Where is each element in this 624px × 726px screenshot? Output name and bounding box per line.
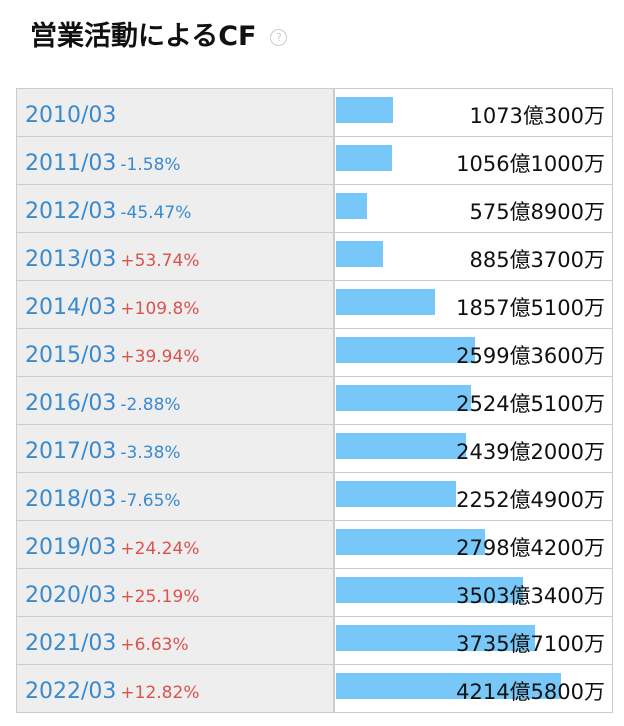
bar bbox=[336, 337, 475, 363]
change: +39.94% bbox=[120, 347, 200, 367]
change: -7.65% bbox=[120, 491, 181, 511]
help-icon[interactable]: ? bbox=[270, 29, 288, 46]
bar bbox=[336, 529, 486, 555]
bar bbox=[336, 385, 471, 411]
value-label: 3735億7100万 bbox=[456, 632, 605, 656]
row: 2017/03 -3.38% 2439億2000万 bbox=[17, 425, 613, 473]
value-label: 1073億300万 bbox=[469, 104, 605, 128]
bar bbox=[336, 625, 536, 651]
title-text: 営業活動によるCF bbox=[30, 21, 257, 52]
period-cell: 2017/03 -3.38% bbox=[17, 425, 335, 472]
period: 2017/03 bbox=[25, 439, 117, 464]
value-cell: 1056億1000万 bbox=[335, 137, 613, 184]
value-label: 3503億3400万 bbox=[456, 584, 605, 608]
value-cell: 3735億7100万 bbox=[335, 617, 613, 664]
period-cell: 2015/03 +39.94% bbox=[17, 329, 335, 376]
value-label: 575億8900万 bbox=[469, 200, 605, 224]
bar bbox=[336, 241, 384, 267]
row: 2021/03 +6.63% 3735億7100万 bbox=[17, 617, 613, 665]
row: 2012/03 -45.47% 575億8900万 bbox=[17, 185, 613, 233]
bar bbox=[336, 481, 457, 507]
period-cell: 2018/03 -7.65% bbox=[17, 473, 335, 520]
row: 2015/03 +39.94% 2599億3600万 bbox=[17, 329, 613, 377]
value-label: 2798億4200万 bbox=[456, 536, 605, 560]
period: 2012/03 bbox=[25, 199, 117, 224]
period-cell: 2010/03 bbox=[17, 89, 335, 136]
value-label: 885億3700万 bbox=[469, 248, 605, 272]
change: -3.38% bbox=[120, 443, 181, 463]
period: 2018/03 bbox=[25, 487, 117, 512]
value-label: 2439億2000万 bbox=[456, 440, 605, 464]
value-cell: 4214億5800万 bbox=[335, 665, 613, 712]
period-cell: 2014/03 +109.8% bbox=[17, 281, 335, 328]
change: -45.47% bbox=[120, 203, 192, 223]
period: 2013/03 bbox=[25, 247, 117, 272]
period: 2020/03 bbox=[25, 583, 117, 608]
bar bbox=[336, 145, 393, 171]
change: -1.58% bbox=[120, 155, 181, 175]
table: 2010/03 1073億300万 2011/03 -1.58% 1056億1000万 2… bbox=[16, 88, 613, 713]
value-cell: 2599億3600万 bbox=[335, 329, 613, 376]
row: 2014/03 +109.8% 1857億5100万 bbox=[17, 281, 613, 329]
period: 2021/03 bbox=[25, 631, 117, 656]
change: +12.82% bbox=[120, 683, 200, 703]
change: +109.8% bbox=[120, 299, 200, 319]
title: 営業活動によるCF? bbox=[30, 14, 288, 53]
period-cell: 2019/03 +24.24% bbox=[17, 521, 335, 568]
period: 2010/03 bbox=[25, 103, 117, 128]
bar bbox=[336, 433, 467, 459]
value-label: 1857億5100万 bbox=[456, 296, 605, 320]
bar bbox=[336, 577, 524, 603]
period-cell: 2011/03 -1.58% bbox=[17, 137, 335, 184]
period: 2011/03 bbox=[25, 151, 117, 176]
value-label: 4214億5800万 bbox=[456, 680, 605, 704]
value-cell: 575億8900万 bbox=[335, 185, 613, 232]
row: 2020/03 +25.19% 3503億3400万 bbox=[17, 569, 613, 617]
period: 2022/03 bbox=[25, 679, 117, 704]
value-cell: 1857億5100万 bbox=[335, 281, 613, 328]
bar bbox=[336, 289, 436, 315]
value-label: 2252億4900万 bbox=[456, 488, 605, 512]
period: 2016/03 bbox=[25, 391, 117, 416]
value-cell: 2798億4200万 bbox=[335, 521, 613, 568]
row: 2019/03 +24.24% 2798億4200万 bbox=[17, 521, 613, 569]
value-cell: 2439億2000万 bbox=[335, 425, 613, 472]
row: 2016/03 -2.88% 2524億5100万 bbox=[17, 377, 613, 425]
value-cell: 3503億3400万 bbox=[335, 569, 613, 616]
value-label: 1056億1000万 bbox=[456, 152, 605, 176]
period-cell: 2013/03 +53.74% bbox=[17, 233, 335, 280]
period-cell: 2016/03 -2.88% bbox=[17, 377, 335, 424]
change: +24.24% bbox=[120, 539, 200, 559]
row: 2011/03 -1.58% 1056億1000万 bbox=[17, 137, 613, 185]
period: 2014/03 bbox=[25, 295, 117, 320]
change: -2.88% bbox=[120, 395, 181, 415]
period: 2015/03 bbox=[25, 343, 117, 368]
value-label: 2524億5100万 bbox=[456, 392, 605, 416]
value-cell: 1073億300万 bbox=[335, 89, 613, 136]
bar bbox=[336, 193, 367, 219]
value-cell: 2524億5100万 bbox=[335, 377, 613, 424]
value-cell: 2252億4900万 bbox=[335, 473, 613, 520]
change: +6.63% bbox=[120, 635, 189, 655]
value-cell: 885億3700万 bbox=[335, 233, 613, 280]
change: +53.74% bbox=[120, 251, 200, 271]
row: 2013/03 +53.74% 885億3700万 bbox=[17, 233, 613, 281]
period: 2019/03 bbox=[25, 535, 117, 560]
value-label: 2599億3600万 bbox=[456, 344, 605, 368]
change: +25.19% bbox=[120, 587, 200, 607]
period-cell: 2020/03 +25.19% bbox=[17, 569, 335, 616]
bar bbox=[336, 97, 394, 123]
period-cell: 2022/03 +12.82% bbox=[17, 665, 335, 712]
row: 2022/03 +12.82% 4214億5800万 bbox=[17, 665, 613, 713]
row: 2010/03 1073億300万 bbox=[17, 89, 613, 137]
period-cell: 2021/03 +6.63% bbox=[17, 617, 335, 664]
period-cell: 2012/03 -45.47% bbox=[17, 185, 335, 232]
bar bbox=[336, 673, 561, 699]
row: 2018/03 -7.65% 2252億4900万 bbox=[17, 473, 613, 521]
